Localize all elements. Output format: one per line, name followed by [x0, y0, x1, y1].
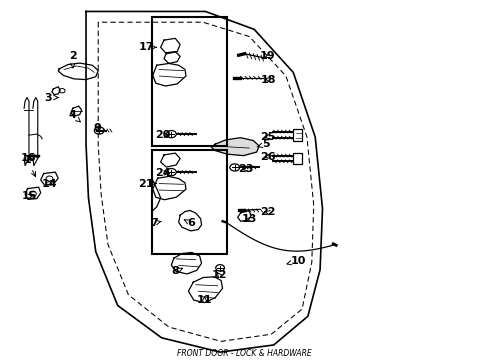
Text: 21: 21	[138, 179, 156, 189]
Text: 16: 16	[21, 153, 37, 163]
Polygon shape	[211, 138, 259, 156]
Text: 15: 15	[21, 191, 37, 201]
Text: 26: 26	[260, 152, 275, 162]
Text: 22: 22	[260, 207, 275, 217]
Text: 4: 4	[69, 111, 80, 122]
Text: 20: 20	[155, 130, 170, 140]
Text: 10: 10	[286, 256, 305, 266]
Bar	[152, 17, 227, 146]
Text: 6: 6	[183, 218, 194, 228]
Bar	[293, 153, 302, 164]
Text: 19: 19	[260, 51, 275, 61]
Text: 12: 12	[211, 270, 226, 280]
Text: 8: 8	[171, 266, 182, 276]
Text: 25: 25	[260, 132, 275, 142]
Text: 23: 23	[237, 164, 253, 174]
Text: 2: 2	[69, 51, 77, 68]
Text: 18: 18	[261, 75, 276, 85]
Text: 3: 3	[44, 93, 58, 103]
Text: FRONT DOOR - LOCK & HARDWARE: FRONT DOOR - LOCK & HARDWARE	[177, 348, 311, 357]
Text: 13: 13	[241, 215, 257, 224]
Text: 5: 5	[257, 139, 270, 149]
Text: 24: 24	[155, 168, 170, 178]
Text: 1: 1	[23, 155, 36, 176]
Bar	[152, 149, 227, 253]
Text: 11: 11	[196, 295, 212, 305]
Text: 17: 17	[138, 42, 156, 52]
Text: 7: 7	[150, 218, 161, 228]
Text: 14: 14	[41, 179, 57, 189]
Text: 9: 9	[93, 123, 101, 133]
Bar	[293, 129, 302, 140]
